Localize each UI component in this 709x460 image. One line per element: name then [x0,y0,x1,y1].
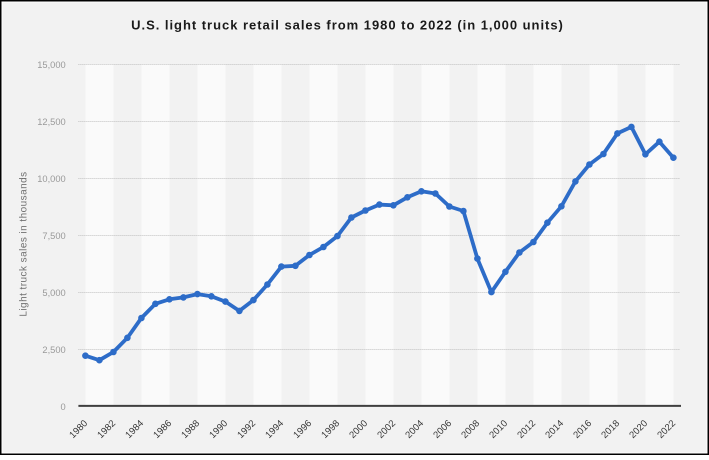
svg-text:Light truck sales in thousands: Light truck sales in thousands [19,171,30,316]
svg-text:0: 0 [61,402,66,412]
svg-text:U.S. light truck retail sales: U.S. light truck retail sales from 1980 … [131,18,564,33]
svg-text:2,500: 2,500 [42,345,65,355]
svg-text:12,500: 12,500 [37,117,65,127]
svg-text:5,000: 5,000 [42,288,65,298]
svg-text:7,500: 7,500 [42,231,65,241]
svg-text:15,000: 15,000 [37,60,65,70]
svg-text:10,000: 10,000 [37,174,65,184]
